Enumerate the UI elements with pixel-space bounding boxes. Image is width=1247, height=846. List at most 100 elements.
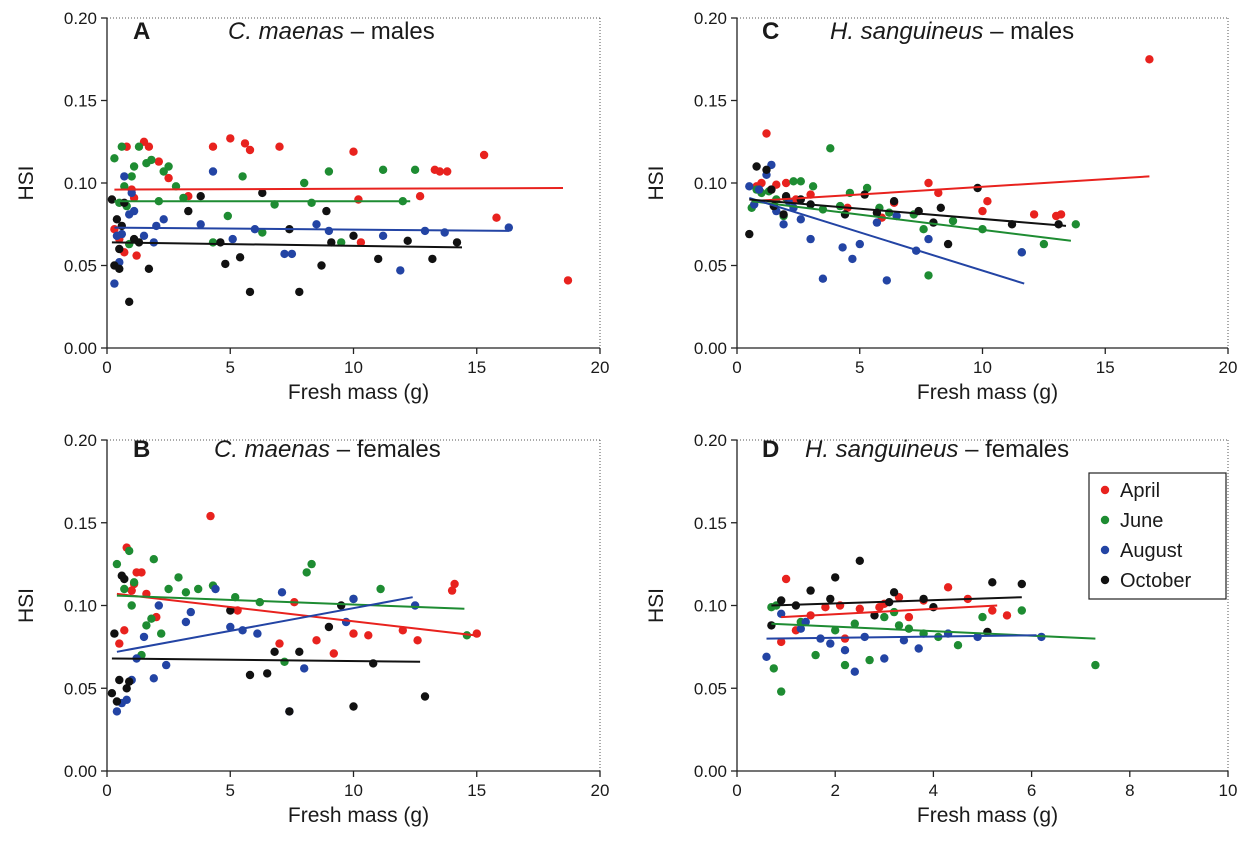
- data-point: [924, 271, 933, 280]
- fit-line-august: [116, 596, 413, 653]
- data-point: [840, 660, 850, 670]
- data-point: [117, 229, 127, 239]
- data-point: [826, 144, 835, 153]
- y-tick-label: 0.20: [64, 431, 97, 450]
- data-point: [904, 624, 914, 633]
- data-point: [112, 707, 122, 716]
- data-point: [1029, 210, 1039, 219]
- data-point: [889, 197, 899, 206]
- data-point: [253, 629, 262, 638]
- data-point: [855, 604, 864, 613]
- fit-line-april: [751, 175, 1150, 203]
- data-point: [112, 215, 122, 224]
- data-point: [924, 234, 933, 244]
- data-point: [110, 279, 119, 288]
- data-point: [238, 172, 247, 181]
- data-point: [1017, 248, 1026, 257]
- species-name: H. sanguineus: [830, 18, 983, 45]
- data-point: [988, 606, 997, 615]
- data-point: [1091, 660, 1100, 670]
- data-point: [904, 612, 914, 622]
- panel-letter: D: [762, 436, 779, 463]
- x-tick-label: 10: [344, 781, 363, 800]
- data-point: [872, 218, 882, 227]
- y-tick-label: 0.05: [694, 257, 727, 276]
- data-point: [110, 629, 119, 638]
- data-point: [410, 165, 420, 174]
- x-axis-label: Fresh mass (g): [288, 381, 429, 404]
- data-point: [127, 601, 136, 610]
- data-point: [349, 629, 358, 638]
- fit-line-april: [114, 187, 564, 191]
- data-point: [808, 182, 818, 191]
- data-point: [870, 611, 879, 620]
- data-point: [139, 632, 149, 642]
- data-point: [396, 266, 405, 275]
- data-point: [329, 649, 338, 658]
- fit-line-april: [781, 604, 998, 619]
- data-point: [120, 574, 129, 584]
- data-point: [208, 238, 218, 247]
- panel-title: C. maenas – males: [228, 18, 435, 45]
- data-point: [295, 287, 304, 297]
- data-point: [376, 584, 385, 594]
- data-point: [208, 167, 218, 176]
- sex-label: – males: [983, 18, 1074, 45]
- data-point: [125, 297, 134, 306]
- data-point: [117, 221, 127, 231]
- data-point: [936, 203, 945, 212]
- data-point: [157, 629, 166, 638]
- x-tick-label: 2: [830, 781, 839, 800]
- data-point: [120, 626, 129, 635]
- data-point: [142, 621, 151, 630]
- data-point: [162, 660, 171, 670]
- data-point: [777, 596, 786, 605]
- data-point: [179, 193, 188, 203]
- panel-title: H. sanguineus – males: [830, 18, 1074, 45]
- y-tick-label: 0.05: [694, 679, 727, 698]
- data-point: [818, 274, 828, 283]
- y-tick-label: 0.00: [694, 339, 727, 358]
- data-point: [324, 622, 334, 632]
- series-october: [107, 571, 430, 716]
- data-point: [115, 264, 124, 273]
- legend-marker: [1100, 545, 1110, 555]
- data-point: [129, 162, 139, 171]
- data-point: [300, 664, 309, 673]
- data-point: [226, 606, 235, 615]
- data-point: [796, 195, 805, 204]
- x-tick-label: 10: [973, 358, 992, 377]
- data-point: [1056, 210, 1066, 219]
- data-point: [181, 617, 191, 627]
- y-tick-label: 0.00: [694, 762, 727, 781]
- data-point: [762, 652, 771, 661]
- fit-line-june: [751, 200, 1072, 242]
- y-tick-label: 0.05: [64, 257, 97, 276]
- sex-label: – females: [330, 436, 441, 463]
- data-point: [762, 129, 771, 138]
- data-point: [403, 236, 412, 245]
- data-point: [164, 173, 173, 183]
- fit-line-june: [771, 622, 1096, 640]
- x-tick-label: 5: [226, 781, 235, 800]
- data-point: [211, 584, 220, 594]
- x-tick-label: 15: [467, 781, 486, 800]
- legend-label: April: [1120, 480, 1160, 502]
- data-point: [235, 253, 245, 262]
- data-point: [327, 238, 336, 247]
- data-point: [988, 578, 997, 587]
- y-tick-label: 0.15: [694, 92, 727, 111]
- data-point: [137, 568, 146, 577]
- data-point: [479, 150, 489, 160]
- data-point: [312, 220, 321, 229]
- y-tick-label: 0.00: [64, 762, 97, 781]
- data-point: [885, 208, 894, 217]
- data-point: [924, 178, 933, 188]
- data-point: [275, 142, 284, 151]
- data-point: [948, 216, 958, 226]
- data-point: [129, 578, 139, 587]
- x-tick-label: 0: [102, 781, 111, 800]
- data-point: [1145, 55, 1154, 64]
- data-point: [134, 142, 144, 151]
- data-point: [125, 677, 134, 686]
